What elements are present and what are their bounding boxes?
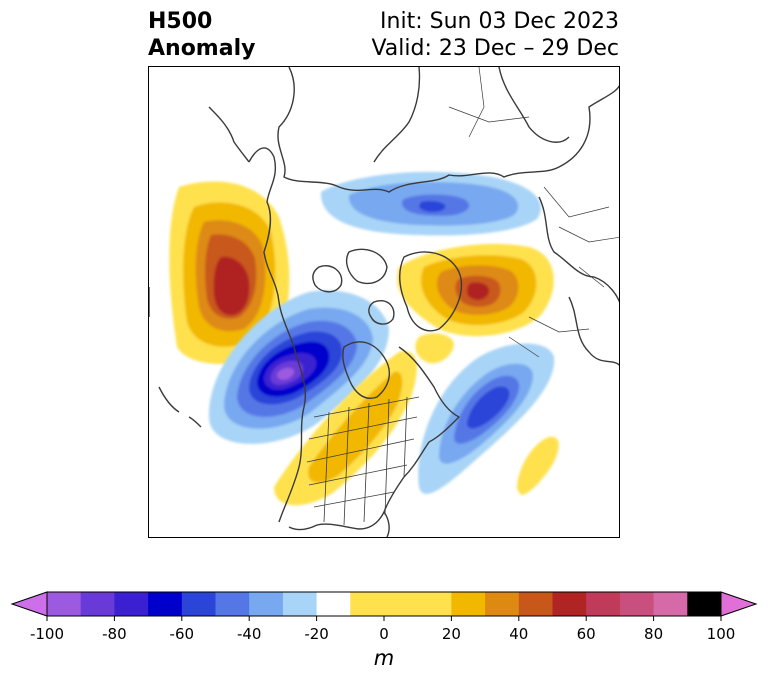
forecast-dates: Init: Sun 03 Dec 2023 Valid: 23 Dec – 29… (371, 8, 619, 62)
country-borders (448, 67, 619, 358)
colorbar-tick-label: -100 (29, 625, 65, 643)
colorbar-tick-label: 100 (706, 625, 736, 643)
colorbar-segment (417, 592, 452, 616)
colorbar-segment (485, 592, 520, 616)
colorbar-segment (282, 592, 318, 616)
coastlines (149, 67, 619, 537)
arctic-trough (320, 171, 541, 236)
valid-range: Valid: 23 Dec – 29 Dec (371, 36, 619, 61)
title-line-2: Anomaly (148, 36, 256, 61)
central-us-ridge (274, 351, 417, 506)
eastern-atlantic-ridge (517, 436, 559, 495)
us-state-borders (306, 396, 420, 526)
colorbar-segment (215, 592, 250, 616)
colorbar-segment (181, 592, 216, 616)
colorbar-segment (47, 592, 82, 616)
colorbar-extend-high (720, 591, 758, 617)
western-canada-trough (208, 290, 389, 444)
colorbar-tick-label: -40 (236, 625, 262, 643)
map-panel (148, 66, 620, 538)
colorbar-tick-label: 60 (576, 625, 596, 643)
colorbar-extend-low (10, 591, 48, 617)
colorbar-segment (350, 592, 419, 616)
colorbar-segment (687, 592, 722, 616)
colorbar-segment (552, 592, 587, 616)
colorbar-tick-label: -20 (304, 625, 329, 643)
colorbar-tick-label: 80 (644, 625, 664, 643)
colorbar-segment (316, 592, 351, 616)
units-label: m (373, 646, 395, 670)
anomaly-map (149, 67, 619, 537)
colorbar (10, 591, 758, 621)
colorbar-segment (619, 592, 655, 616)
init-date: Init: Sun 03 Dec 2023 (380, 9, 619, 34)
colorbar-tick-label: 40 (509, 625, 529, 643)
colorbar-segment (586, 592, 621, 616)
colorbar-segment (148, 592, 183, 616)
colorbar-segment (653, 592, 688, 616)
map-title: H500 Anomaly (148, 8, 255, 62)
gulf-of-alaska-ridge (169, 181, 290, 364)
colorbar-tick-label: 20 (441, 625, 461, 643)
colorbar-segment (80, 592, 115, 616)
colorbar-segment (114, 592, 149, 616)
northwest-atlantic-trough (418, 343, 555, 494)
colorbar-tick-label: 0 (379, 625, 389, 643)
colorbar-segment (249, 592, 284, 616)
colorbar-segment (518, 592, 553, 616)
colorbar-tick-label: -60 (169, 625, 195, 643)
title-line-1: H500 (148, 9, 213, 34)
colorbar-tick-label: -80 (102, 625, 127, 643)
colorbar-segment (451, 592, 486, 616)
